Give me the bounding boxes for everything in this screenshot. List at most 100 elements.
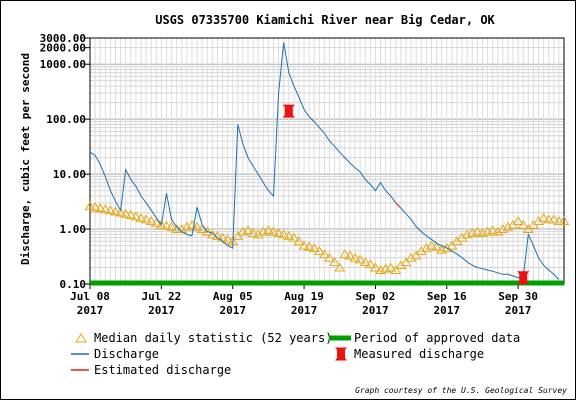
x-tick-label: Sep 02 xyxy=(356,290,396,303)
x-tick-year: 2017 xyxy=(434,304,461,317)
x-tick-label: Aug 05 xyxy=(213,290,253,303)
median-point xyxy=(548,214,560,224)
y-tick-label: 0.10 xyxy=(60,278,87,291)
legend-item: Estimated discharge xyxy=(71,363,231,377)
median-point xyxy=(533,216,544,226)
median-point xyxy=(390,265,402,274)
median-point xyxy=(155,219,167,229)
median-point xyxy=(232,230,244,240)
median-point xyxy=(247,227,259,237)
legend-label: Estimated discharge xyxy=(94,363,231,377)
median-point xyxy=(502,221,514,231)
legend-item: Discharge xyxy=(71,347,159,361)
median-point xyxy=(191,221,203,231)
legend-item: Period of approved data xyxy=(329,331,520,345)
y-tick-label: 100.00 xyxy=(46,113,86,126)
median-point xyxy=(120,208,132,218)
measured-point-fill xyxy=(519,272,528,283)
x-tick-year: 2017 xyxy=(77,304,104,317)
median-point xyxy=(324,252,335,262)
median-point xyxy=(125,210,137,220)
median-point xyxy=(222,234,233,244)
median-point xyxy=(558,216,570,226)
median-point xyxy=(410,250,422,260)
x-tick-year: 2017 xyxy=(362,304,389,317)
x-tick-year: 2017 xyxy=(291,304,318,317)
median-point xyxy=(303,241,315,251)
median-point xyxy=(364,259,376,269)
median-point xyxy=(543,214,555,224)
median-point xyxy=(456,232,468,242)
median-point xyxy=(441,243,453,253)
median-point xyxy=(426,240,437,250)
median-point xyxy=(354,254,366,264)
median-point xyxy=(319,249,330,259)
median-point xyxy=(252,229,264,239)
y-tick-label: 2000.00 xyxy=(40,42,86,55)
median-point xyxy=(273,227,284,237)
median-point xyxy=(359,257,371,267)
median-point xyxy=(298,240,310,250)
median-point xyxy=(395,260,407,270)
median-point xyxy=(415,245,427,255)
median-point xyxy=(242,225,254,235)
median-point xyxy=(145,216,157,226)
legend-triangle-symbol xyxy=(75,333,87,343)
chart-title: USGS 07335700 Kiamichi River near Big Ce… xyxy=(155,13,495,27)
median-point xyxy=(522,224,534,234)
median-point xyxy=(288,232,300,242)
y-tick-label: 3000.00 xyxy=(40,32,86,45)
legend-item: Measured discharge xyxy=(334,347,484,361)
median-point xyxy=(150,217,162,227)
legend-label: Period of approved data xyxy=(354,331,520,345)
estimated-discharge-line xyxy=(395,202,402,209)
median-point xyxy=(201,226,213,236)
median-point xyxy=(334,262,346,272)
x-tick-year: 2017 xyxy=(505,304,532,317)
median-point xyxy=(293,236,305,246)
median-point xyxy=(329,257,341,267)
median-point xyxy=(140,214,152,224)
median-point xyxy=(471,226,483,236)
y-axis-label: Discharge, cubic feet per second xyxy=(19,53,32,265)
median-point xyxy=(161,220,172,230)
median-point xyxy=(115,207,126,217)
median-point xyxy=(538,212,549,222)
y-tick-label: 1000.00 xyxy=(40,58,86,71)
x-tick-year: 2017 xyxy=(148,304,175,317)
legend-label: Discharge xyxy=(94,347,159,361)
x-tick-year: 2017 xyxy=(219,304,246,317)
median-point xyxy=(385,262,397,272)
median-point xyxy=(105,205,116,215)
median-point xyxy=(130,211,142,221)
median-point xyxy=(344,250,356,260)
median-point xyxy=(313,245,325,255)
median-point xyxy=(268,226,279,236)
median-point xyxy=(283,230,295,240)
median-point xyxy=(553,216,565,226)
median-point xyxy=(135,212,147,222)
median-point xyxy=(89,202,101,212)
median-point xyxy=(492,226,504,236)
median-point xyxy=(278,229,290,239)
median-point xyxy=(196,224,208,234)
grid-layer xyxy=(89,37,565,285)
credit-text: Graph courtesy of the U.S. Geological Su… xyxy=(355,386,567,395)
median-point xyxy=(308,243,320,253)
median-point xyxy=(497,224,509,234)
x-tick-label: Aug 19 xyxy=(284,290,324,303)
series-layer xyxy=(84,42,570,286)
y-tick-label: 10.00 xyxy=(53,168,86,181)
median-point xyxy=(94,203,106,213)
legend-bowtie-symbol-fill xyxy=(337,349,345,359)
x-tick-label: Sep 30 xyxy=(498,290,538,303)
median-point xyxy=(349,252,361,262)
median-point xyxy=(181,221,193,231)
median-point xyxy=(206,229,218,239)
median-point xyxy=(176,224,188,234)
median-point xyxy=(487,225,499,235)
median-point xyxy=(421,243,432,253)
discharge-line xyxy=(89,42,560,280)
axis-layer: 0.10 1.00 10.00 100.00 1000.00 2000.003000.00… xyxy=(40,32,565,317)
